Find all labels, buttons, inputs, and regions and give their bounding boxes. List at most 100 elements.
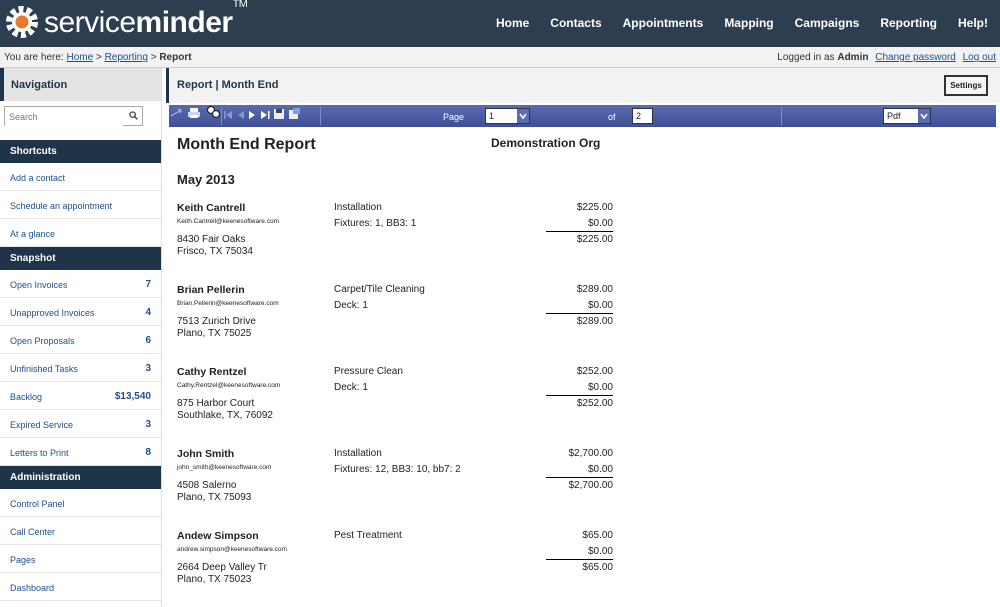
sidebar-item-control-panel[interactable]: Control Panel <box>0 489 161 517</box>
sidebar-item-letters-to-print[interactable]: Letters to Print 8 <box>0 438 161 466</box>
chevron-down-icon <box>519 113 527 120</box>
sidebar-item-open-proposals[interactable]: Open Proposals 6 <box>0 326 161 354</box>
sidebar-item-unfinished-tasks[interactable]: Unfinished Tasks 3 <box>0 354 161 382</box>
count-badge: $13,540 <box>114 391 151 402</box>
search-input[interactable] <box>5 108 123 126</box>
service-name: Pest Treatment <box>334 530 402 541</box>
nav-home[interactable]: Home <box>495 16 530 30</box>
sidebar-item-at-a-glance[interactable]: At a glance <box>0 219 161 247</box>
customer-name: Andew Simpson <box>177 530 259 542</box>
administration-header: Administration <box>0 466 161 489</box>
customer-entry: Brian Pellerin Brian.Pellerin@keenesoftw… <box>177 284 617 354</box>
breadcrumb-home-link[interactable]: Home <box>66 52 94 63</box>
total-pages: 2 <box>632 108 653 124</box>
settings-button[interactable]: Settings <box>944 75 988 96</box>
tax-amount: $0.00 <box>587 382 613 393</box>
find-icon[interactable] <box>206 105 221 119</box>
customer-city: Frisco, TX 75034 <box>177 246 253 257</box>
sidebar-item-unapproved-invoices[interactable]: Unapproved Invoices 4 <box>0 298 161 326</box>
count-badge: 3 <box>145 363 151 374</box>
nav-appointments[interactable]: Appointments <box>622 16 704 30</box>
brand-logo[interactable]: serviceminderTM <box>44 0 248 40</box>
customer-name: Keith Cantrell <box>177 202 246 214</box>
first-page-icon[interactable] <box>224 111 233 119</box>
tax-amount: $0.00 <box>587 464 613 475</box>
top-bar: serviceminderTM Home Contacts Appointmen… <box>0 0 1000 47</box>
sidebar-item-call-center[interactable]: Call Center <box>0 517 161 545</box>
search-icon[interactable] <box>129 111 138 120</box>
total-amount: $2,700.00 <box>568 480 614 491</box>
total-divider <box>546 395 613 396</box>
sidebar-item-backlog[interactable]: Backlog $13,540 <box>0 382 161 410</box>
save-icon[interactable] <box>274 109 285 119</box>
search-box <box>4 106 143 126</box>
total-amount: $252.00 <box>576 398 613 409</box>
sidebar-item-label: Open Invoices <box>10 280 68 290</box>
sidebar-item-pages[interactable]: Pages <box>0 545 161 573</box>
sidebar-item-add-contact[interactable]: Add a contact <box>0 163 161 191</box>
count-badge: 8 <box>145 447 151 458</box>
export-icon[interactable] <box>288 108 300 119</box>
sidebar-item-dashboard[interactable]: Dashboard <box>0 573 161 601</box>
nav-campaigns[interactable]: Campaigns <box>794 16 860 30</box>
sidebar-item-label: Backlog <box>10 392 43 402</box>
logout-link[interactable]: Log out <box>962 52 996 63</box>
breadcrumb-sep: > <box>95 52 102 63</box>
sidebar: Navigation Shortcuts Add a contact Sched… <box>0 68 162 607</box>
customer-email: Brian.Pellerin@keenesoftware.com <box>177 300 279 307</box>
previous-page-icon[interactable] <box>237 111 245 119</box>
service-amount: $225.00 <box>576 202 613 213</box>
customer-entry: Keith Cantrell Keith.Cantrell@keenesoftw… <box>177 202 617 272</box>
refresh-icon[interactable] <box>169 107 183 119</box>
service-name: Installation <box>334 448 382 459</box>
sidebar-item-label: Unfinished Tasks <box>10 364 78 374</box>
next-page-icon[interactable] <box>249 111 256 119</box>
tax-amount: $0.00 <box>587 546 613 557</box>
last-page-icon[interactable] <box>260 111 270 119</box>
brand-tm: TM <box>232 0 248 10</box>
total-divider <box>546 231 613 232</box>
top-nav: Home Contacts Appointments Mapping Campa… <box>475 16 988 30</box>
of-label: of <box>608 112 616 122</box>
breadcrumb-prefix: You are here: <box>4 52 64 63</box>
sidebar-item-schedule-appointment[interactable]: Schedule an appointment <box>0 191 161 219</box>
nav-mapping[interactable]: Mapping <box>724 16 774 30</box>
total-amount: $289.00 <box>576 316 613 327</box>
customer-entry: Cathy Rentzel Cathy.Rentzel@keenesoftwar… <box>177 366 617 436</box>
nav-contacts[interactable]: Contacts <box>550 16 602 30</box>
toolbar-divider <box>221 107 222 125</box>
service-details: Fixtures: 1, BB3: 1 <box>334 218 417 229</box>
page-select[interactable]: 1 <box>485 108 530 124</box>
tax-amount: $0.00 <box>587 300 613 311</box>
count-badge: 7 <box>145 279 151 290</box>
customer-address: 8430 Fair Oaks <box>177 234 246 245</box>
breadcrumb-sep: > <box>150 52 157 63</box>
dropdown-arrow <box>918 109 930 123</box>
sidebar-item-expired-service[interactable]: Expired Service 3 <box>0 410 161 438</box>
customer-address: 2664 Deep Valley Tr <box>177 562 267 573</box>
breadcrumb-reporting-link[interactable]: Reporting <box>104 52 148 63</box>
page-label: Page <box>443 112 465 122</box>
nav-help[interactable]: Help! <box>958 16 988 30</box>
service-name: Installation <box>334 202 382 213</box>
sidebar-item-open-invoices[interactable]: Open Invoices 7 <box>0 270 161 298</box>
page-select-value: 1 <box>489 111 495 121</box>
customer-name: Brian Pellerin <box>177 284 245 296</box>
total-amount: $65.00 <box>582 562 613 573</box>
service-amount: $2,700.00 <box>568 448 614 459</box>
report-title: Month End Report <box>177 136 316 153</box>
format-select[interactable]: Pdf <box>883 108 931 124</box>
customer-city: Plano, TX 75025 <box>177 328 252 339</box>
report-org: Demonstration Org <box>491 136 601 150</box>
service-details: Deck: 1 <box>334 382 368 393</box>
service-amount: $65.00 <box>582 530 613 541</box>
breadcrumb-current: Report <box>159 52 192 63</box>
shortcuts-header: Shortcuts <box>0 140 161 163</box>
nav-reporting[interactable]: Reporting <box>880 16 937 30</box>
change-password-link[interactable]: Change password <box>875 52 956 63</box>
sidebar-item-label: Letters to Print <box>10 448 69 458</box>
customer-city: Plano, TX 75093 <box>177 492 252 503</box>
total-amount: $225.00 <box>576 234 613 245</box>
print-icon[interactable] <box>187 107 201 119</box>
count-badge: 4 <box>145 307 151 318</box>
